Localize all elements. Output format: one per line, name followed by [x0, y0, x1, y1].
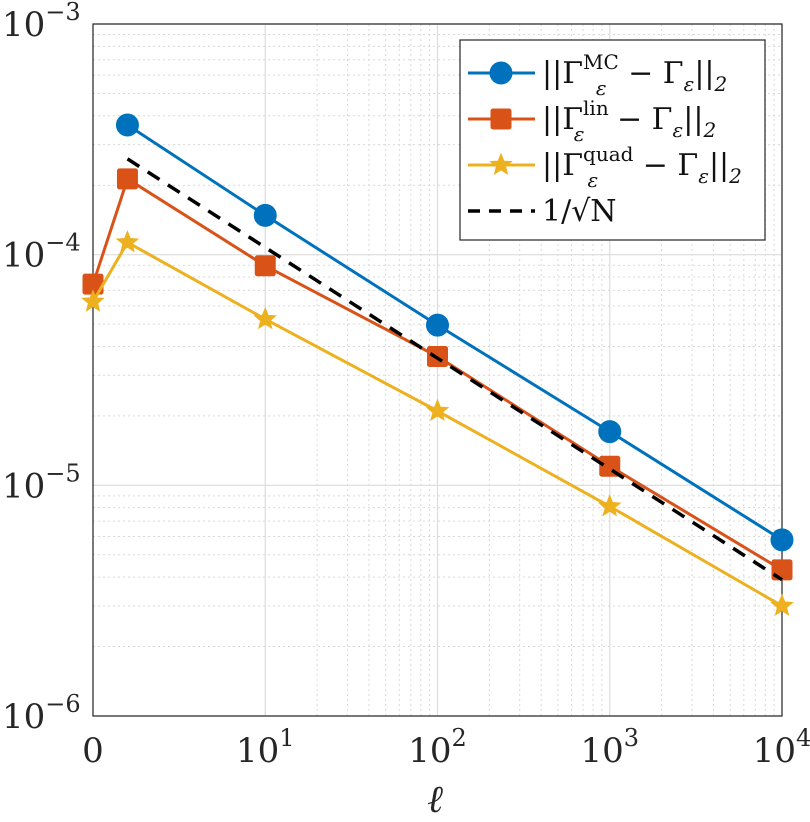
reference-line — [126, 157, 783, 582]
tick-labels: 0 101 102 103 104 10−6 10−5 10−4 10−3 — [2, 0, 810, 771]
data-point — [253, 203, 277, 227]
series-3 — [126, 157, 783, 582]
series-layer — [81, 113, 794, 616]
data-point — [115, 113, 139, 137]
data-point — [426, 313, 449, 337]
data-point — [598, 420, 622, 444]
data-point — [770, 528, 794, 552]
x-axis-label: ℓ — [427, 777, 443, 821]
y-tick-label: 10−6 — [2, 690, 81, 737]
data-point — [115, 230, 140, 253]
series-line — [91, 176, 783, 572]
x-tick-label: 0 — [82, 731, 104, 771]
data-point — [81, 289, 105, 312]
x-tick-label: 103 — [580, 724, 639, 771]
data-point — [254, 255, 276, 277]
data-point — [425, 398, 450, 422]
legend-label: 1/√N — [542, 194, 617, 229]
data-point — [598, 494, 622, 517]
x-tick-label: 101 — [236, 724, 295, 771]
data-point — [116, 168, 138, 190]
x-tick-label: 104 — [753, 724, 810, 771]
legend-marker — [490, 108, 512, 130]
plot-frame — [92, 23, 783, 717]
y-tick-label: 10−4 — [2, 229, 81, 276]
series-line — [91, 240, 783, 608]
data-point — [770, 593, 794, 616]
y-tick-label: 10−5 — [2, 459, 81, 506]
series-2 — [81, 230, 794, 616]
x-tick-label: 102 — [408, 724, 467, 771]
series-0 — [115, 113, 794, 552]
y-tick-label: 10−3 — [2, 0, 81, 45]
legend-entry: 1/√N — [468, 194, 617, 229]
data-point — [253, 306, 277, 330]
legend-marker — [489, 61, 513, 85]
legend: ||ΓMC ε − Γε||2||Γlin ε − Γε||2||Γquad ε − … — [459, 39, 766, 241]
legend-marker — [489, 152, 513, 175]
